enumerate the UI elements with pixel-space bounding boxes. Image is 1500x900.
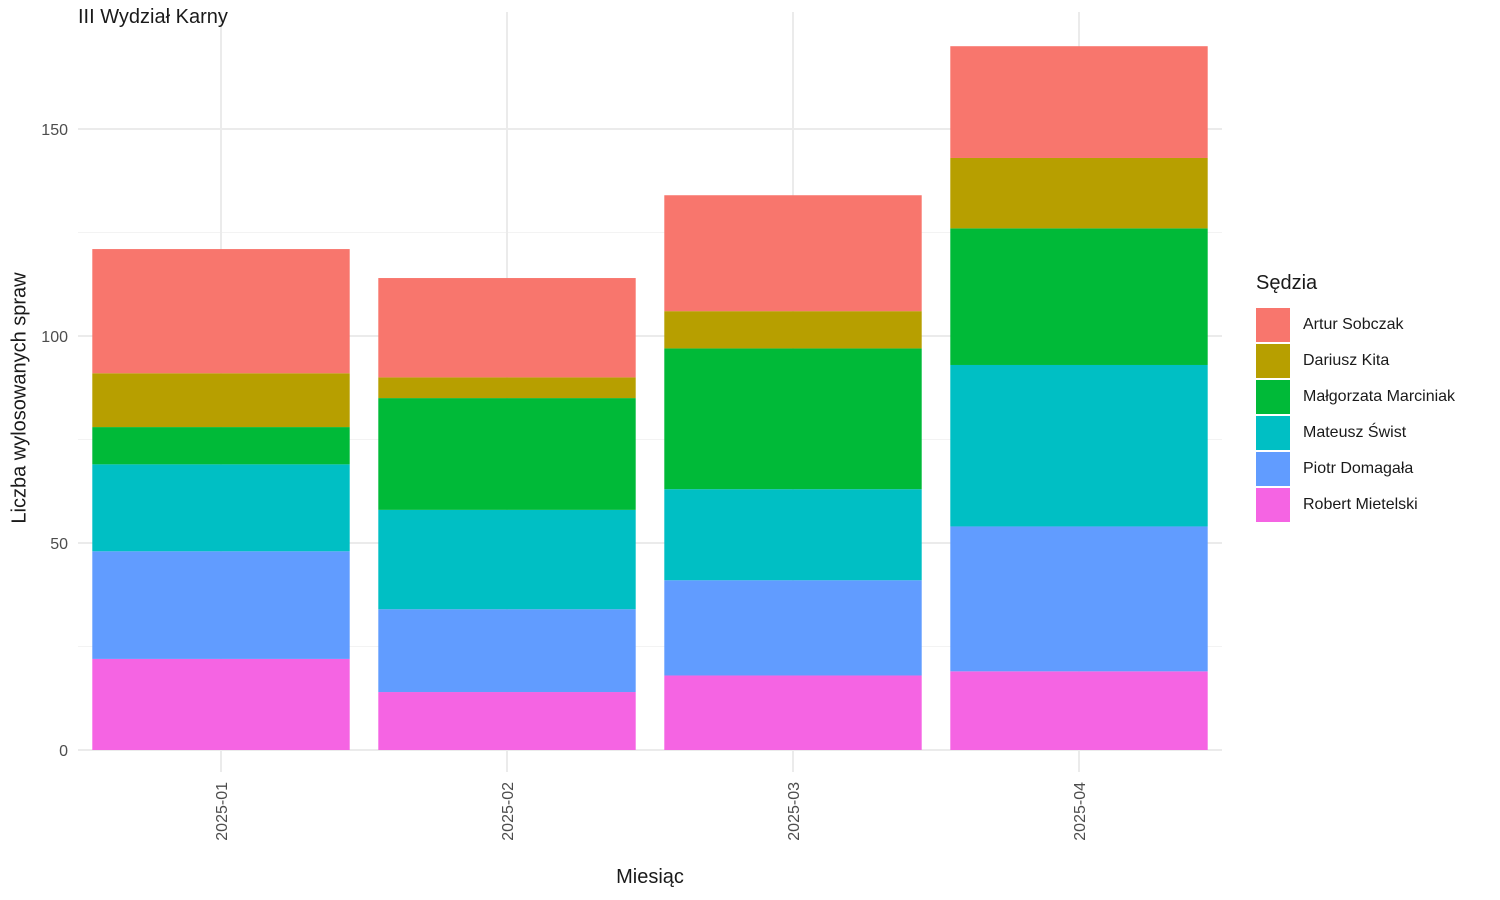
legend-swatch [1256, 380, 1290, 414]
legend-label: Robert Mietelski [1303, 496, 1418, 513]
bars [92, 46, 1208, 750]
legend-item: Artur Sobczak [1256, 307, 1455, 343]
legend-item: Dariusz Kita [1256, 343, 1455, 379]
bar-segment [664, 489, 922, 581]
legend: Sędzia Artur Sobczak Dariusz Kita Małgorza… [1256, 272, 1455, 523]
bar-segment [92, 373, 350, 428]
legend-item: Robert Mietelski [1256, 487, 1455, 523]
bar-segment [92, 551, 350, 659]
legend-title: Sędzia [1256, 272, 1318, 294]
y-tick-label: 50 [50, 536, 68, 553]
bar-segment [664, 580, 922, 676]
x-tick-label: 2025-03 [786, 782, 803, 841]
bar-segment [92, 464, 350, 552]
bar-segment [378, 377, 636, 399]
y-axis: 0 50 100 150 [41, 122, 68, 760]
y-tick-label: 100 [41, 329, 68, 346]
bar-segment [378, 398, 636, 510]
legend-item: Małgorzata Marciniak [1256, 379, 1455, 415]
bar-segment [378, 692, 636, 750]
bar-segment [950, 228, 1208, 365]
legend-label: Małgorzata Marciniak [1303, 388, 1456, 405]
legend-swatch [1256, 452, 1290, 486]
bar-segment [950, 46, 1208, 158]
legend-swatch [1256, 308, 1290, 342]
legend-item: Mateusz Świst [1256, 415, 1455, 451]
legend-item: Piotr Domagała [1256, 451, 1455, 487]
bar-segment [378, 609, 636, 693]
chart-title: III Wydział Karny [78, 6, 228, 28]
bar-segment [664, 675, 922, 750]
bar-segment [92, 249, 350, 374]
legend-label: Mateusz Świst [1303, 424, 1407, 441]
bar-segment [92, 427, 350, 465]
bar-segment [378, 509, 636, 610]
x-tick-label: 2025-01 [214, 782, 231, 841]
bar-segment [950, 526, 1208, 672]
bar-segment [92, 658, 350, 750]
y-tick-label: 150 [41, 122, 68, 139]
legend-label: Artur Sobczak [1303, 316, 1404, 333]
bar-segment [950, 671, 1208, 750]
bar-segment [378, 278, 636, 378]
y-axis-title: Liczba wylosowanych spraw [8, 272, 31, 524]
legend-label: Piotr Domagała [1303, 460, 1414, 477]
legend-items: Artur Sobczak Dariusz Kita Małgorzata Marc… [1256, 307, 1455, 523]
legend-swatch [1256, 488, 1290, 522]
bar-segment [950, 364, 1208, 527]
x-tick-label: 2025-04 [1072, 782, 1089, 841]
legend-label: Dariusz Kita [1303, 352, 1390, 369]
x-tick-label: 2025-02 [500, 782, 517, 841]
bar-segment [664, 348, 922, 490]
y-tick-label: 0 [59, 743, 68, 760]
bar-segment [950, 157, 1208, 229]
bar-segment [664, 311, 922, 349]
bar-segment [664, 195, 922, 312]
legend-swatch [1256, 344, 1290, 378]
x-axis: 2025-01 2025-02 2025-03 2025-04 [214, 782, 1089, 841]
legend-swatch [1256, 416, 1290, 450]
x-axis-title: Miesiąc [616, 866, 684, 888]
